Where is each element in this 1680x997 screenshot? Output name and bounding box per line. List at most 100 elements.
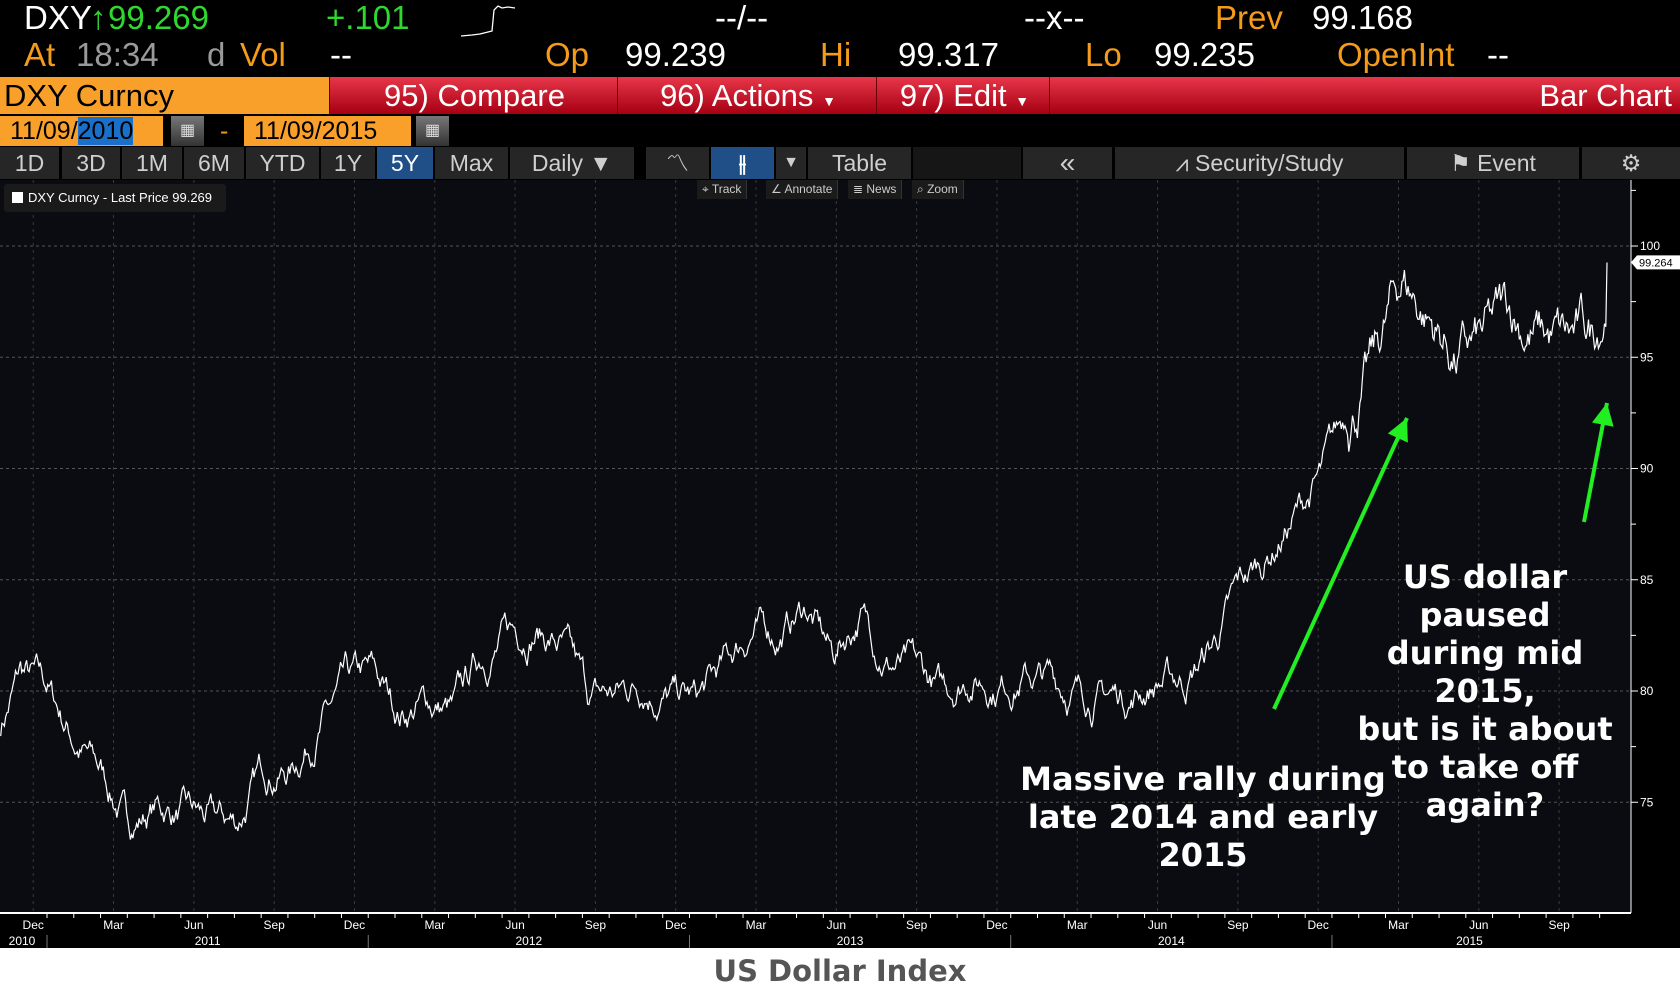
vol-label: Vol: [240, 36, 286, 73]
compare-button[interactable]: 95) Compare: [332, 77, 618, 114]
arrow-takeoff-head: [1592, 403, 1614, 427]
edit-label: 97) Edit: [899, 78, 1007, 113]
edit-button[interactable]: 97) Edit ▼: [880, 77, 1050, 114]
calendar-icon[interactable]: ▦: [416, 116, 449, 146]
net-change: +.101: [326, 0, 410, 36]
last-price-tag-label: 99.264: [1639, 257, 1673, 269]
annotation-line: Massive rally during: [1020, 760, 1386, 798]
chart-type-dropdown-icon[interactable]: ▼: [776, 147, 806, 179]
collapse-button[interactable]: «: [1023, 147, 1112, 179]
annotate-tool[interactable]: ∠ Annotate: [766, 180, 839, 199]
actions-button[interactable]: 96) Actions ▼: [620, 77, 877, 114]
news-label: News: [866, 182, 897, 196]
frequency-value: Daily: [531, 150, 583, 176]
price-chart[interactable]: 75 80 85 90 95 100 Dec Mar Jun Sep Dec Mar Jun Sep Dec…: [0, 180, 1680, 948]
annotation-line: late 2014 and early 2015: [1027, 798, 1379, 874]
arrow-rally: [1272, 417, 1409, 710]
open-interest-label: OpenInt: [1337, 36, 1455, 73]
range-ytd[interactable]: YTD: [246, 147, 319, 179]
event-button[interactable]: ⚑ Event: [1407, 147, 1579, 179]
low-value: 99.235: [1154, 36, 1255, 73]
x-tick-label: Dec: [344, 918, 365, 932]
range-3d[interactable]: 3D: [62, 147, 120, 179]
news-tool[interactable]: ≣ News: [848, 180, 903, 199]
study-icon: ⩘: [1175, 150, 1196, 176]
open-label: Op: [545, 36, 590, 73]
range-1d[interactable]: 1D: [0, 147, 59, 179]
date-separator: -: [220, 117, 229, 145]
flag-icon: ⚑: [1450, 150, 1478, 176]
zoom-tool[interactable]: ⌕ Zoom: [912, 180, 964, 199]
track-tool[interactable]: ⌖ Track: [697, 180, 748, 199]
x-tick-label: Jun: [505, 918, 524, 932]
start-date-input[interactable]: 11/09/2010: [0, 116, 163, 146]
range-6m[interactable]: 6M: [184, 147, 244, 179]
dropdown-arrow-icon: ▼: [1015, 93, 1030, 109]
range-1m[interactable]: 1M: [122, 147, 182, 179]
line-chart-icon[interactable]: 〽: [646, 147, 709, 179]
x-tick-label: Mar: [1067, 918, 1088, 932]
last-price: 99.269: [108, 0, 209, 36]
x-tick-label: Mar: [103, 918, 124, 932]
caption: US Dollar Index: [713, 954, 967, 988]
x-tick-label: Jun: [827, 918, 846, 932]
annotation-rally: Massive rally during late 2014 and early…: [1003, 760, 1403, 874]
bid-ask-size: --x--: [1024, 0, 1085, 36]
ticker: DXY: [24, 0, 92, 36]
legend[interactable]: DXY Curncy - Last Price 99.269: [4, 184, 226, 212]
vol-value: --: [330, 36, 352, 73]
annotation-line: US dollar paused: [1402, 558, 1568, 634]
high-value: 99.317: [898, 36, 999, 73]
table-button[interactable]: Table: [808, 147, 911, 179]
range-5y[interactable]: 5Y: [377, 147, 433, 179]
gear-icon[interactable]: ⚙: [1582, 147, 1680, 179]
range-1y[interactable]: 1Y: [321, 147, 375, 179]
x-tick-label: Sep: [1227, 918, 1249, 932]
low-label: Lo: [1085, 36, 1122, 73]
event-label: Event: [1477, 150, 1536, 176]
open-interest-value: --: [1487, 36, 1509, 73]
x-tick-label: Mar: [746, 918, 767, 932]
x-tick-label: Jun: [1148, 918, 1167, 932]
annotation-line: but is it about: [1357, 710, 1613, 748]
end-date-input[interactable]: 11/09/2015: [244, 116, 411, 146]
y-tick-label: 100: [1640, 239, 1660, 253]
x-tick-label: Dec: [1308, 918, 1329, 932]
x-tick-label: Sep: [1548, 918, 1570, 932]
high-label: Hi: [820, 36, 852, 73]
open-value: 99.239: [625, 36, 726, 73]
bar-chart-icon[interactable]: ⫲: [711, 147, 774, 179]
y-tick-label: 90: [1640, 462, 1654, 476]
x-tick-label: Dec: [23, 918, 44, 932]
x-tick-label: Jun: [1469, 918, 1488, 932]
x-tick-label: Mar: [1388, 918, 1409, 932]
up-arrow-icon: ↑: [90, 0, 107, 36]
security-field[interactable]: DXY Curncy: [0, 77, 330, 114]
start-date-year: 2010: [77, 117, 134, 145]
security-study-label: Security/Study: [1195, 150, 1344, 176]
x-year-label: 2015: [1456, 934, 1483, 948]
frequency-select[interactable]: Daily ▼: [510, 147, 634, 179]
arrow-rally-head: [1387, 418, 1408, 443]
zoom-label: Zoom: [927, 182, 958, 196]
annotation-paused: US dollar paused during mid 2015, but is…: [1335, 558, 1635, 824]
x-year-label: 2013: [837, 934, 864, 948]
calendar-icon[interactable]: ▦: [171, 116, 204, 146]
range-max[interactable]: Max: [435, 147, 508, 179]
security-study-button[interactable]: ⩘ Security/Study: [1115, 147, 1404, 179]
bloomberg-terminal: DXY ↑ 99.269 +.101 --/-- --x-- Prev 99.1…: [0, 0, 1680, 948]
x-tick-label: Jun: [184, 918, 203, 932]
y-tick-label: 75: [1640, 795, 1654, 809]
prev-label: Prev: [1215, 0, 1283, 36]
bid-ask: --/--: [715, 0, 769, 36]
last-price-tag: [1631, 255, 1680, 270]
annotation-line: during mid 2015,: [1386, 634, 1584, 710]
x-tick-label: Sep: [263, 918, 285, 932]
annotate-label: Annotate: [784, 182, 833, 196]
sparkline: [460, 5, 516, 37]
x-tick-label: Sep: [906, 918, 928, 932]
price-series-line: [0, 262, 1608, 840]
start-date-prefix: 11/09/: [10, 117, 78, 145]
actions-label: 96) Actions: [660, 78, 814, 113]
prev-value: 99.168: [1312, 0, 1413, 36]
